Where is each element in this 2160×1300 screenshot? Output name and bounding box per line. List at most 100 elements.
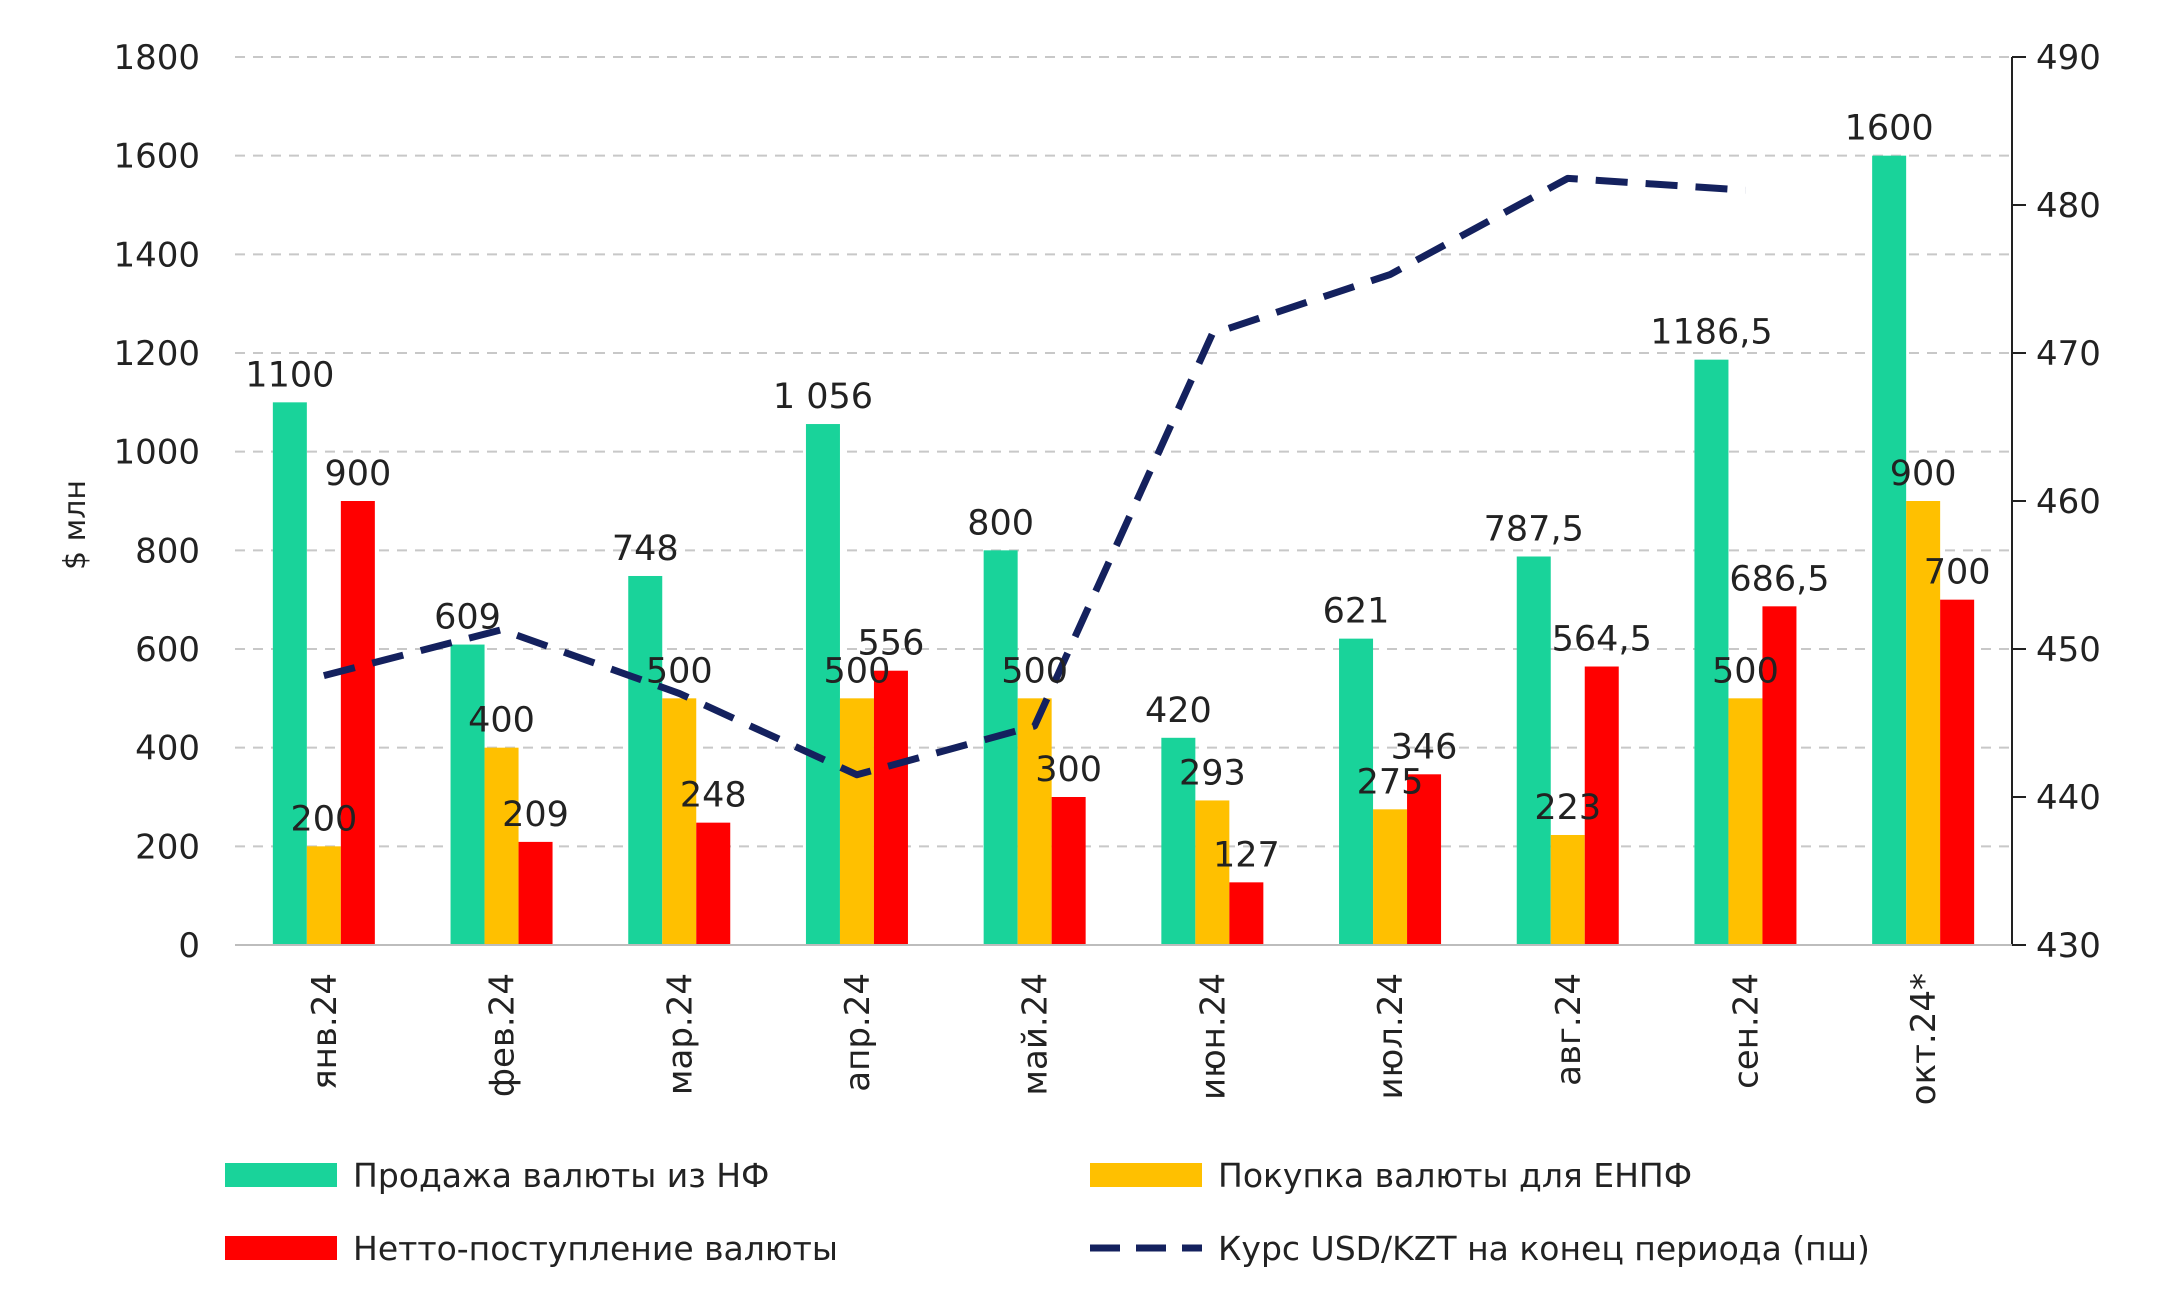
x-tick-label: июл.24	[1371, 973, 1411, 1100]
y-axis-label: $ млн	[58, 480, 93, 570]
legend-label: Нетто-поступление валюты	[353, 1229, 838, 1268]
bar-3	[1940, 599, 1975, 945]
y-tick-label: 800	[135, 531, 200, 571]
y-tick-label: 400	[135, 729, 200, 769]
bar-1	[628, 575, 663, 945]
data-label: 700	[1924, 553, 1991, 593]
data-label: 564,5	[1552, 620, 1652, 660]
x-tick-label: сен.24	[1726, 973, 1766, 1089]
y-tick-label: 200	[135, 827, 200, 867]
y-tick-label: 1600	[113, 137, 200, 177]
y2-tick-label: 450	[2036, 630, 2101, 670]
bar-2	[306, 846, 341, 945]
bar-3	[518, 841, 553, 945]
bar-2	[1195, 800, 1230, 945]
legend-swatch	[225, 1163, 337, 1187]
y-tick-label: 0	[178, 926, 200, 966]
legend-label: Покупка валюты для ЕНПФ	[1218, 1156, 1692, 1195]
y2-tick-label: 470	[2036, 334, 2101, 374]
data-label: 748	[612, 529, 679, 569]
y2-tick-label: 460	[2036, 482, 2101, 522]
bar-2	[1728, 698, 1763, 945]
bar-2	[1550, 834, 1585, 945]
bar-3	[696, 822, 731, 945]
data-label: 1186,5	[1650, 313, 1772, 353]
legend-label: Курс USD/KZT на конец периода (пш)	[1218, 1229, 1870, 1268]
data-label: 346	[1391, 727, 1458, 767]
data-label: 248	[680, 776, 747, 816]
exchange-rate-line	[322, 174, 1746, 779]
exchange-rate-series-line	[322, 174, 1746, 779]
data-label: 900	[324, 454, 391, 494]
y-tick-label: 1000	[113, 433, 200, 473]
data-label: 1600	[1845, 109, 1934, 149]
legend: Продажа валюты из НФ Покупка валюты для Е…	[225, 1156, 1870, 1268]
data-label: 800	[967, 503, 1034, 543]
tick-labels: 0 200 400 600 800 1000 1200 1400 1600 1800 430 440 4…	[113, 38, 2100, 1105]
legend-swatch	[225, 1236, 337, 1260]
x-tick-label: фев.24	[483, 973, 523, 1097]
bar-1	[272, 402, 307, 945]
data-label: 621	[1323, 592, 1390, 632]
legend-label: Продажа валюты из НФ	[353, 1156, 769, 1195]
bar-1	[1516, 556, 1551, 945]
bar-2	[1373, 809, 1408, 945]
bar-3	[1051, 797, 1086, 945]
data-label: 787,5	[1484, 510, 1584, 550]
bar-2	[839, 698, 874, 945]
bar-1	[1872, 155, 1907, 945]
data-label: 500	[1712, 651, 1779, 691]
data-label: 420	[1145, 691, 1212, 731]
data-label: 209	[502, 795, 569, 835]
x-tick-label: мар.24	[660, 973, 700, 1095]
data-label: 400	[468, 701, 535, 741]
bar-3	[1229, 882, 1264, 945]
data-label: 500	[646, 651, 713, 691]
x-tick-label: май.24	[1016, 973, 1056, 1096]
data-label: 275	[1357, 762, 1424, 802]
bar-1	[1694, 359, 1729, 945]
bar-1	[1339, 638, 1374, 945]
data-label: 300	[1035, 750, 1102, 790]
y2-tick-label: 440	[2036, 778, 2101, 818]
bar-1	[450, 644, 485, 945]
bar-1	[805, 424, 840, 945]
bar-2	[1017, 698, 1052, 945]
bar-2	[1906, 501, 1941, 945]
data-label: 127	[1213, 835, 1280, 875]
y2-tick-label: 490	[2036, 38, 2101, 78]
bar-3	[873, 670, 908, 945]
y-tick-label: 600	[135, 630, 200, 670]
axes	[235, 56, 2026, 946]
legend-swatch	[1090, 1163, 1202, 1187]
y-tick-label: 1200	[113, 334, 200, 374]
data-label: 609	[434, 598, 501, 638]
data-label: 223	[1534, 788, 1601, 828]
data-label: 1100	[245, 355, 334, 395]
data-label: 500	[1001, 651, 1068, 691]
y2-tick-label: 480	[2036, 186, 2101, 226]
x-tick-label: июн.24	[1193, 973, 1233, 1100]
bar-3	[1407, 774, 1442, 945]
data-label: 1 056	[773, 377, 873, 417]
y-tick-label: 1400	[113, 235, 200, 275]
data-label: 686,5	[1729, 559, 1829, 599]
x-tick-label: янв.24	[305, 973, 345, 1090]
y2-tick-label: 430	[2036, 926, 2101, 966]
x-tick-label: окт.24*	[1904, 973, 1944, 1105]
y-tick-label: 1800	[113, 38, 200, 78]
x-tick-label: апр.24	[838, 973, 878, 1092]
bar-1	[1161, 737, 1196, 945]
data-label: 556	[858, 624, 925, 664]
bar-3	[1584, 666, 1619, 945]
bar-2	[662, 698, 697, 945]
data-label: 900	[1890, 454, 1957, 494]
data-label: 293	[1179, 753, 1246, 793]
gridlines	[235, 56, 2012, 848]
bars	[272, 155, 1975, 945]
bar-1	[983, 550, 1018, 945]
data-label: 500	[824, 651, 891, 691]
bar-2	[484, 747, 519, 945]
